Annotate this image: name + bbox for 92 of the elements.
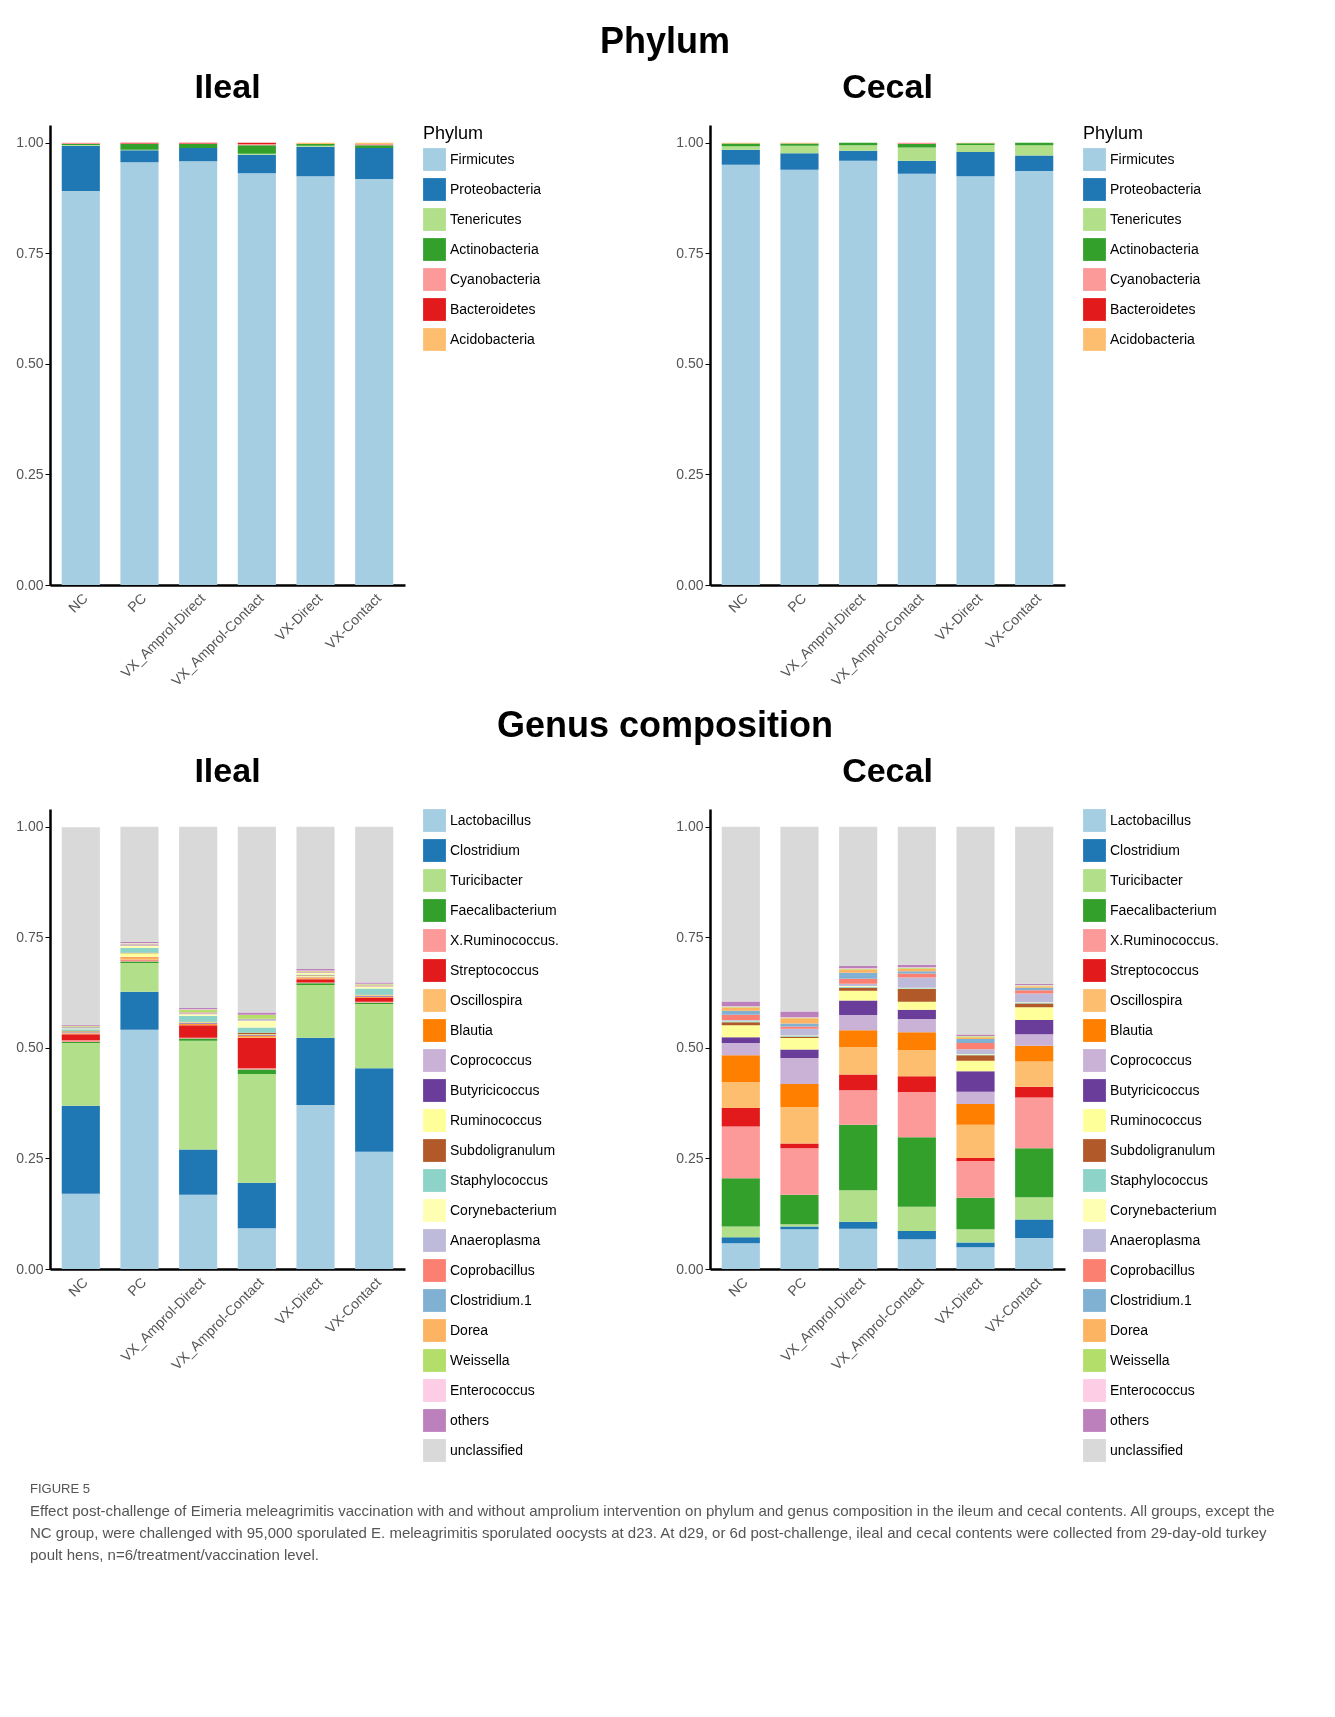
legend-label: Anaeroplasma bbox=[450, 1231, 541, 1248]
chart-title: Cecal bbox=[842, 751, 933, 789]
legend-label: Corynebacterium bbox=[1110, 1201, 1217, 1218]
text: Effect post-challenge of Eimeria meleagrimitis vaccination with and without amprolium intervention on phylum and genus composition in the ileum and cecal contents. All groups, except the NC group, were challenged with 95,000 sporulated E. meleagrimitis sporulated oocysts at d23. At d29, or 6d post-challenge, ileal and cecal contents were collected from 29-day-old turkey poult hens, n=6/treatment/vaccination level. bbox=[30, 1501, 1276, 1565]
legend-title: Phylum bbox=[1083, 123, 1144, 143]
legend-label: Clostridium.1 bbox=[450, 1291, 532, 1308]
legend-label: Clostridium bbox=[450, 841, 521, 858]
legend-label: unclassified bbox=[1110, 1441, 1184, 1458]
x-tick-label: NC bbox=[725, 590, 751, 616]
chart-title: Ileal bbox=[194, 751, 261, 789]
y-tick-label: 1.00 bbox=[676, 818, 704, 835]
legend-label: Dorea bbox=[1110, 1321, 1149, 1338]
text: Genus composition bbox=[496, 704, 834, 746]
y-tick-label: 1.00 bbox=[676, 134, 704, 151]
legend-label: Coprobacillus bbox=[1110, 1261, 1195, 1278]
chart-title: Ileal bbox=[194, 67, 261, 105]
y-tick-label: 0.50 bbox=[16, 355, 44, 372]
legend-label: Butyricicoccus bbox=[450, 1081, 540, 1098]
x-tick-label: NC bbox=[65, 1274, 91, 1300]
legend-label: Actinobacteria bbox=[1110, 240, 1199, 257]
y-tick-label: 1.00 bbox=[16, 134, 44, 151]
legend-label: Bacteroidetes bbox=[1110, 300, 1196, 317]
legend-label: Dorea bbox=[450, 1321, 489, 1338]
legend-label: Coprobacillus bbox=[450, 1261, 535, 1278]
legend-label: Tenericutes bbox=[1110, 210, 1182, 227]
legend-label: Firmicutes bbox=[450, 150, 515, 167]
legend-label: Bacteroidetes bbox=[450, 300, 536, 317]
legend-label: Enterococcus bbox=[1110, 1381, 1195, 1398]
y-tick-label: 0.75 bbox=[16, 244, 44, 261]
legend-label: Oscillospira bbox=[450, 991, 523, 1008]
chart-title: Cecal bbox=[842, 67, 933, 105]
caption: FIGURE 5 bbox=[30, 1481, 91, 1496]
legend-label: Cyanobacteria bbox=[450, 270, 541, 287]
y-tick-label: 0.25 bbox=[676, 1149, 704, 1166]
legend-label: Enterococcus bbox=[450, 1381, 535, 1398]
legend-label: others bbox=[1110, 1411, 1149, 1428]
x-tick-label: NC bbox=[725, 1274, 751, 1300]
legend-label: Lactobacillus bbox=[450, 811, 531, 828]
legend-label: Ruminococcus bbox=[1110, 1111, 1202, 1128]
legend-label: others bbox=[450, 1411, 489, 1428]
legend-label: Staphylococcus bbox=[1110, 1171, 1209, 1188]
x-tick-label: NC bbox=[65, 590, 91, 616]
y-tick-label: 0.00 bbox=[676, 1260, 704, 1277]
legend-label: unclassified bbox=[450, 1441, 524, 1458]
legend-label: X.Ruminococcus. bbox=[1110, 931, 1219, 948]
legend-label: X.Ruminococcus. bbox=[450, 931, 559, 948]
legend-label: Oscillospira bbox=[1110, 991, 1183, 1008]
legend-label: Acidobacteria bbox=[1110, 330, 1196, 347]
y-tick-label: 0.00 bbox=[676, 576, 704, 593]
legend-label: Turicibacter bbox=[1110, 871, 1183, 888]
legend-label: Firmicutes bbox=[1110, 150, 1175, 167]
legend-label: Coprococcus bbox=[1110, 1051, 1192, 1068]
legend-label: Anaeroplasma bbox=[1110, 1231, 1201, 1248]
legend-label: Coprococcus bbox=[450, 1051, 532, 1068]
legend-label: Weissella bbox=[1110, 1351, 1170, 1368]
legend-label: Subdoligranulum bbox=[1110, 1141, 1216, 1158]
text: Phylum bbox=[599, 20, 731, 62]
legend-label: Tenericutes bbox=[450, 210, 522, 227]
legend-label: Staphylococcus bbox=[450, 1171, 549, 1188]
legend-label: Faecalibacterium bbox=[450, 901, 557, 918]
legend-label: Corynebacterium bbox=[450, 1201, 557, 1218]
legend-title: Phylum bbox=[423, 123, 484, 143]
legend-label: Proteobacteria bbox=[450, 180, 542, 197]
legend-label: Butyricicoccus bbox=[1110, 1081, 1200, 1098]
y-tick-label: 0.00 bbox=[16, 576, 44, 593]
y-tick-label: 0.75 bbox=[676, 928, 704, 945]
legend-label: Streptococcus bbox=[1110, 961, 1199, 978]
legend-label: Weissella bbox=[450, 1351, 510, 1368]
legend-label: Proteobacteria bbox=[1110, 180, 1202, 197]
legend-label: Ruminococcus bbox=[450, 1111, 542, 1128]
y-tick-label: 0.50 bbox=[676, 1039, 704, 1056]
legend-label: Turicibacter bbox=[450, 871, 523, 888]
y-tick-label: 0.00 bbox=[16, 1260, 44, 1277]
y-tick-label: 0.25 bbox=[676, 465, 704, 482]
y-tick-label: 0.75 bbox=[676, 244, 704, 261]
y-tick-label: 0.50 bbox=[676, 355, 704, 372]
legend-label: Faecalibacterium bbox=[1110, 901, 1217, 918]
legend-label: Lactobacillus bbox=[1110, 811, 1191, 828]
legend-label: Blautia bbox=[1110, 1021, 1154, 1038]
y-tick-label: 0.25 bbox=[16, 1149, 44, 1166]
y-tick-label: 0.25 bbox=[16, 465, 44, 482]
y-tick-label: 0.75 bbox=[16, 928, 44, 945]
legend-label: Acidobacteria bbox=[450, 330, 536, 347]
legend-label: Cyanobacteria bbox=[1110, 270, 1201, 287]
y-tick-label: 0.50 bbox=[16, 1039, 44, 1056]
legend-label: Actinobacteria bbox=[450, 240, 539, 257]
legend-label: Blautia bbox=[450, 1021, 494, 1038]
legend-label: Clostridium.1 bbox=[1110, 1291, 1192, 1308]
legend-label: Streptococcus bbox=[450, 961, 539, 978]
y-tick-label: 1.00 bbox=[16, 818, 44, 835]
legend-label: Clostridium bbox=[1110, 841, 1181, 858]
legend-label: Subdoligranulum bbox=[450, 1141, 556, 1158]
